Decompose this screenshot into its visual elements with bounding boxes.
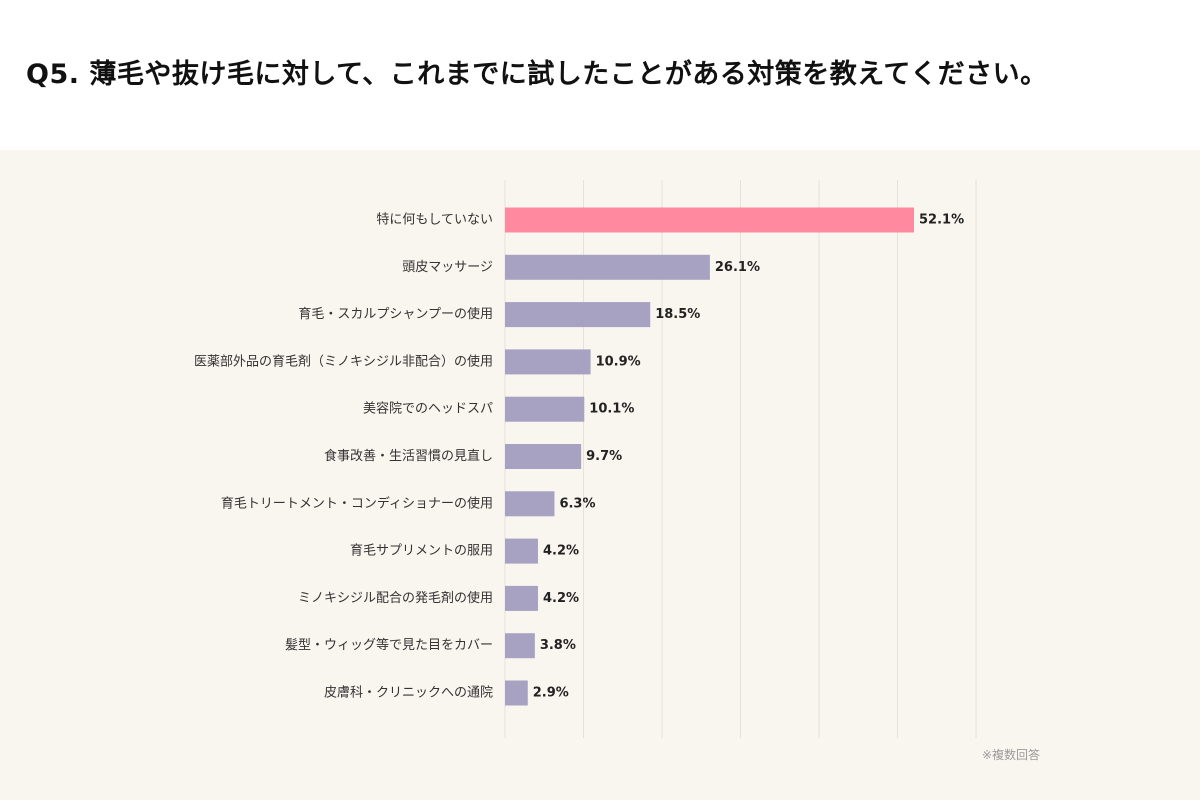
bar: [505, 349, 591, 375]
bar: [505, 444, 582, 469]
value-label: 3.8%: [540, 638, 576, 653]
category-label: 髪型・ウィッグ等で見た目をカバー: [285, 637, 493, 653]
bar: [505, 585, 538, 611]
category-label: 頭皮マッサージ: [402, 260, 493, 275]
category-label: 育毛トリートメント・コンディショナーの使用: [221, 495, 493, 511]
value-label: 4.2%: [543, 591, 579, 606]
category-label: 特に何もしていない: [376, 212, 493, 228]
bar: [505, 207, 914, 233]
category-label: 皮膚科・クリニックへの通院: [324, 685, 493, 701]
category-labels: 特に何もしていない頭皮マッサージ育毛・スカルプシャンプーの使用医薬部外品の育毛剤…: [194, 212, 493, 701]
bar: [505, 396, 585, 422]
bar: [505, 302, 651, 328]
bar: [505, 538, 538, 564]
category-label: 育毛・スカルプシャンプーの使用: [298, 306, 493, 322]
value-labels: 52.1% 26.1% 18.5% 10.9% 10.1% 9.7% 6.3% 4.2% 4.2…: [533, 213, 964, 701]
bar: [505, 491, 555, 517]
bar-chart: 特に何もしていない頭皮マッサージ育毛・スカルプシャンプーの使用医薬部外品の育毛剤…: [194, 180, 977, 738]
category-label: 育毛サプリメントの服用: [350, 543, 493, 559]
value-label: 26.1%: [715, 260, 760, 275]
value-label: 10.9%: [596, 354, 641, 369]
value-label: 6.3%: [559, 496, 595, 511]
category-label: 美容院でのヘッドスパ: [363, 401, 493, 417]
question-title: Q5. 薄毛や抜け毛に対して、これまでに試したことがある対策を教えてください。: [26, 59, 1048, 90]
category-label: 食事改善・生活習慣の見直し: [324, 448, 493, 464]
bars: [505, 207, 914, 706]
category-label: ミノキシジル配合の発毛剤の使用: [298, 590, 493, 606]
category-label: 医薬部外品の育毛剤（ミノキシジル非配合）の使用: [194, 353, 493, 369]
value-label: 2.9%: [533, 686, 569, 701]
value-label: 10.1%: [589, 402, 634, 417]
value-label: 9.7%: [586, 449, 622, 464]
value-label: 52.1%: [919, 213, 964, 228]
bar: [505, 254, 710, 280]
chart-panel: 特に何もしていない頭皮マッサージ育毛・スカルプシャンプーの使用医薬部外品の育毛剤…: [0, 150, 1200, 800]
bar: [505, 680, 528, 706]
value-label: 4.2%: [543, 544, 579, 559]
footnote: ※複数回答: [981, 748, 1040, 762]
value-label: 18.5%: [655, 307, 700, 322]
bar: [505, 633, 535, 659]
